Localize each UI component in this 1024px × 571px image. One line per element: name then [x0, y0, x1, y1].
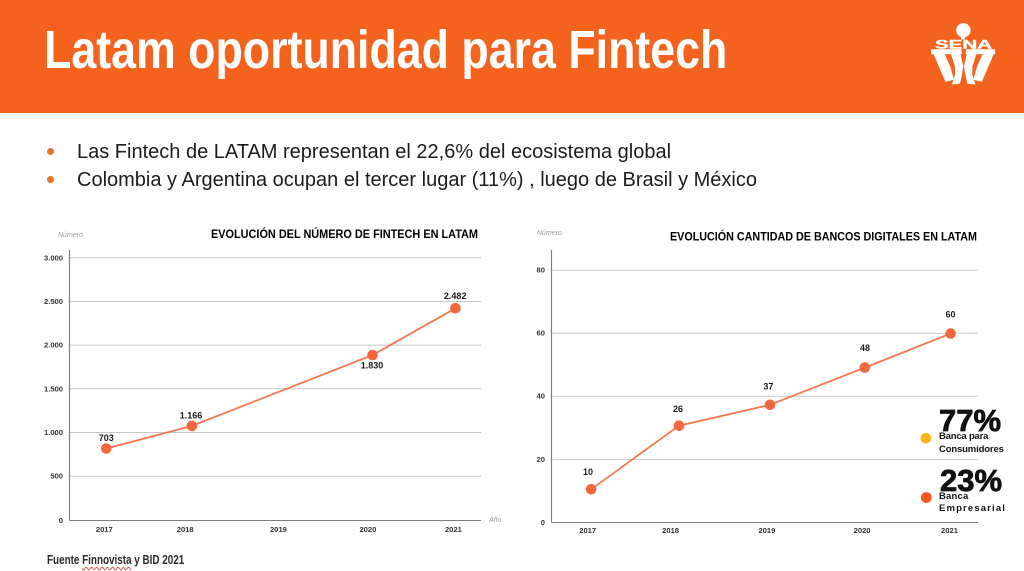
svg-text:EVOLUCIÓN CANTIDAD DE BANCOS D: EVOLUCIÓN CANTIDAD DE BANCOS DIGITALES E…	[670, 231, 977, 244]
svg-text:1.000: 1.000	[44, 428, 63, 437]
svg-text:2.482: 2.482	[444, 291, 467, 301]
svg-text:2.500: 2.500	[44, 297, 63, 306]
svg-text:40: 40	[537, 392, 545, 401]
svg-text:26: 26	[673, 404, 683, 414]
svg-text:37: 37	[763, 382, 773, 392]
svg-text:2019: 2019	[758, 526, 775, 535]
svg-text:500: 500	[50, 472, 63, 481]
svg-text:Número: Número	[537, 230, 562, 237]
svg-text:2021: 2021	[941, 526, 959, 535]
svg-text:SENA: SENA	[935, 37, 992, 51]
svg-text:2019: 2019	[270, 525, 287, 534]
svg-text:2020: 2020	[854, 526, 871, 535]
svg-text:80: 80	[537, 266, 545, 275]
svg-text:2018: 2018	[662, 526, 679, 535]
svg-text:2021: 2021	[445, 525, 463, 534]
svg-text:2017: 2017	[579, 526, 596, 535]
svg-text:2.000: 2.000	[44, 341, 63, 350]
svg-text:3.000: 3.000	[44, 253, 63, 262]
svg-text:Número: Número	[58, 232, 83, 239]
svg-text:Año: Año	[488, 517, 502, 524]
svg-text:EVOLUCIÓN DEL NÚMERO DE FINTEC: EVOLUCIÓN DEL NÚMERO DE FINTECH EN LATAM	[211, 228, 478, 241]
svg-text:2017: 2017	[96, 525, 113, 534]
svg-text:60: 60	[945, 310, 955, 320]
svg-text:48: 48	[860, 343, 870, 353]
svg-text:703: 703	[99, 433, 114, 443]
svg-text:0: 0	[541, 518, 545, 527]
svg-text:1.166: 1.166	[180, 411, 203, 421]
svg-text:60: 60	[537, 329, 545, 338]
svg-text:0: 0	[59, 516, 63, 525]
svg-text:2020: 2020	[359, 525, 376, 534]
svg-text:1.500: 1.500	[44, 384, 63, 393]
svg-text:10: 10	[583, 467, 593, 477]
svg-text:20: 20	[537, 455, 545, 464]
svg-text:1.830: 1.830	[361, 361, 384, 371]
svg-text:2018: 2018	[177, 525, 194, 534]
